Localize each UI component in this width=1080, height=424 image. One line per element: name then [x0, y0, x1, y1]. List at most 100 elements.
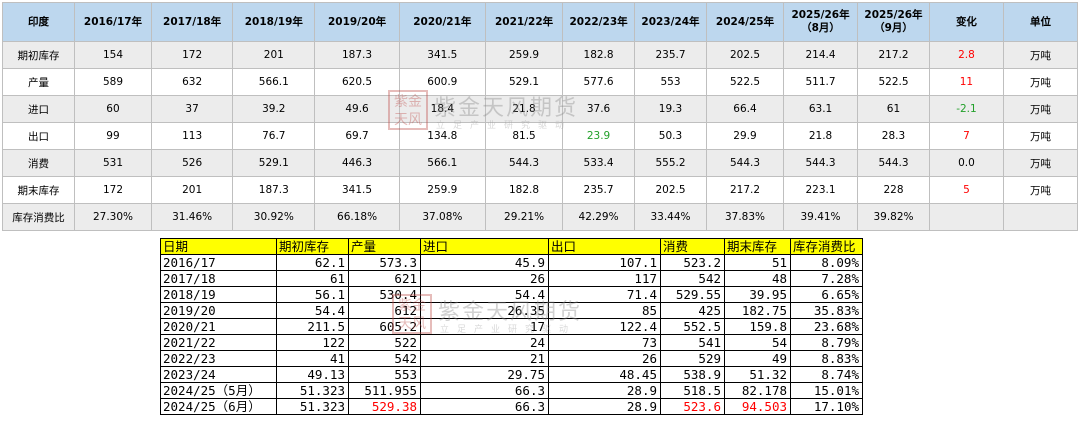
data-cell: 29.9	[705, 122, 785, 150]
top-header-cell: 2021/22年	[484, 2, 564, 42]
data-cell: 553	[634, 68, 707, 96]
bottom-header-cell: 出口	[548, 238, 661, 255]
data-cell: 27.30%	[73, 203, 153, 231]
top-header-cell: 2020/21年	[398, 2, 487, 42]
data-cell: 21.8	[783, 122, 859, 150]
data-cell: 541	[660, 334, 725, 351]
data-cell: 39.82%	[857, 203, 930, 231]
data-cell: 8.83%	[790, 350, 863, 367]
data-cell: 45.9	[420, 254, 549, 271]
data-cell: 589	[73, 68, 153, 96]
data-cell: 259.9	[398, 176, 487, 204]
data-cell: 49.6	[314, 95, 400, 123]
data-cell: 76.7	[232, 122, 316, 150]
bottom-table-row: 2017/18 61 621 26 117 542 48 7.28%	[160, 270, 863, 287]
data-cell: 511.7	[783, 68, 859, 96]
top-table-row: 库存消费比 27.30% 31.46% 30.92% 66.18% 37.08% 29.21…	[2, 203, 1079, 231]
top-table-row: 进口 60 37 39.2 49.6 18.4 21.8 37.6 19.3 66.4 63.1 61…	[2, 95, 1079, 123]
row-label: 进口	[2, 95, 75, 123]
data-cell: 187.3	[314, 41, 400, 69]
period-cell: 2023/24	[160, 366, 277, 383]
data-cell: 21.8	[484, 95, 564, 123]
bottom-table-row: 2024/25（6月） 51.323 529.38 66.3 28.9 523.6 94.5…	[160, 398, 863, 415]
data-cell: 223.1	[783, 176, 859, 204]
data-cell: 50.3	[634, 122, 707, 150]
data-cell: 51.323	[276, 382, 349, 399]
data-cell: 66.18%	[314, 203, 400, 231]
data-cell: 259.9	[484, 41, 564, 69]
data-cell: 37.83%	[705, 203, 785, 231]
data-cell: 85	[548, 302, 661, 319]
data-cell: 82.178	[724, 382, 791, 399]
top-header-cell: 变化	[928, 2, 1004, 42]
data-cell: 533.4	[562, 149, 636, 177]
data-cell: 529.38	[348, 398, 421, 415]
data-cell: 573.3	[348, 254, 421, 271]
top-table-row: 消费 531 526 529.1 446.3 566.1 544.3 533.4 555.2 54…	[2, 149, 1079, 177]
data-cell: 8.79%	[790, 334, 863, 351]
data-cell: 8.09%	[790, 254, 863, 271]
data-cell: 523.6	[660, 398, 725, 415]
top-table-row: 期末库存 172 201 187.3 341.5 259.9 182.8 235.7 202.5…	[2, 176, 1079, 204]
change-cell: 7	[928, 122, 1004, 150]
period-cell: 2018/19	[160, 286, 277, 303]
data-cell: 553	[348, 366, 421, 383]
data-cell: 15.01%	[790, 382, 863, 399]
data-cell: 529	[660, 350, 725, 367]
period-cell: 2016/17	[160, 254, 277, 271]
data-cell: 17.10%	[790, 398, 863, 415]
data-cell: 341.5	[314, 176, 400, 204]
top-header-cell: 单位	[1002, 2, 1079, 42]
data-cell: 529.55	[660, 286, 725, 303]
data-cell: 23.9	[562, 122, 636, 150]
data-cell: 54	[724, 334, 791, 351]
bottom-header-cell: 期末库存	[724, 238, 791, 255]
row-label: 期末库存	[2, 176, 75, 204]
data-cell: 31.46%	[151, 203, 234, 231]
top-header-cell: 2025/26年 （8月）	[783, 2, 859, 42]
top-header-cell: 2022/23年	[562, 2, 636, 42]
bottom-table-header-row: 日期 期初库存 产量 进口 出口 消费 期末库存 库存消费比	[160, 238, 863, 255]
data-cell: 19.3	[634, 95, 707, 123]
data-cell: 17	[420, 318, 549, 335]
top-header-cell: 2016/17年	[73, 2, 153, 42]
data-cell: 71.4	[548, 286, 661, 303]
data-cell: 66.4	[705, 95, 785, 123]
data-cell: 73	[548, 334, 661, 351]
data-cell: 612	[348, 302, 421, 319]
change-cell: 0.0	[928, 149, 1004, 177]
top-header-cell: 2017/18年	[151, 2, 234, 42]
data-cell: 66.3	[420, 382, 549, 399]
top-header-cell: 2024/25年	[705, 2, 785, 42]
data-cell: 172	[151, 41, 234, 69]
change-cell: 5	[928, 176, 1004, 204]
data-cell: 28.9	[548, 398, 661, 415]
data-cell: 113	[151, 122, 234, 150]
data-cell: 39.2	[232, 95, 316, 123]
top-header-cell: 2025/26年 （9月）	[857, 2, 930, 42]
data-cell: 8.74%	[790, 366, 863, 383]
bottom-table-row: 2020/21 211.5 605.2 17 122.4 552.5 159.8 23.68%	[160, 318, 863, 335]
top-header-cell: 印度	[2, 2, 75, 42]
data-cell: 28.3	[857, 122, 930, 150]
bottom-header-cell: 消费	[660, 238, 725, 255]
top-header-cell: 2023/24年	[634, 2, 707, 42]
data-cell: 35.83%	[790, 302, 863, 319]
data-cell: 29.75	[420, 366, 549, 383]
data-cell: 621	[348, 270, 421, 287]
data-cell: 134.8	[398, 122, 487, 150]
data-cell: 577.6	[562, 68, 636, 96]
data-cell: 182.75	[724, 302, 791, 319]
period-cell: 2020/21	[160, 318, 277, 335]
data-cell: 99	[73, 122, 153, 150]
data-cell: 23.68%	[790, 318, 863, 335]
data-cell: 51.32	[724, 366, 791, 383]
data-cell: 530.4	[348, 286, 421, 303]
data-cell: 107.1	[548, 254, 661, 271]
data-cell: 49.13	[276, 366, 349, 383]
data-cell: 41	[276, 350, 349, 367]
bottom-header-cell: 进口	[420, 238, 549, 255]
bottom-table-row: 2022/23 41 542 21 26 529 49 8.83%	[160, 350, 863, 367]
data-cell: 39.95	[724, 286, 791, 303]
data-cell: 542	[348, 350, 421, 367]
